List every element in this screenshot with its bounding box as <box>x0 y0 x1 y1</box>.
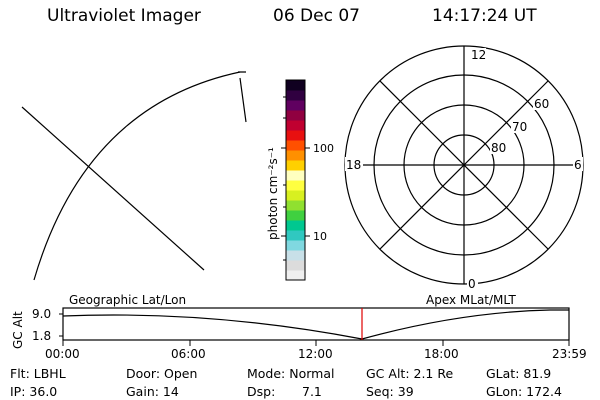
apex-mlat-title: Apex MLat/MLT <box>426 293 516 307</box>
time-tick-4: 23:59 <box>552 347 587 361</box>
color-bar-band <box>286 270 305 281</box>
color-bar-band <box>286 110 305 121</box>
dsp-label: Dsp: <box>247 386 275 399</box>
alt-tick-1-8: 1.8 <box>32 329 51 343</box>
color-bar-band <box>286 140 305 151</box>
polar-plot <box>345 46 583 284</box>
color-bar-band <box>286 90 305 101</box>
ip-info: IP: 36.0 <box>10 386 57 399</box>
color-bar-band <box>286 160 305 171</box>
time-tick-0: 00:00 <box>45 347 80 361</box>
time-tick-1: 06:00 <box>171 347 206 361</box>
geo-latlon-title: Geographic Lat/Lon <box>69 293 186 307</box>
seq-info: Seq: 39 <box>366 386 414 399</box>
color-bar <box>286 80 305 281</box>
mlt-label-left: 18 <box>346 158 361 172</box>
mode-info: Mode: Normal <box>247 368 334 381</box>
color-bar-band <box>286 130 305 141</box>
mlt-label-top: 12 <box>471 48 486 62</box>
dsp-value: 7.1 <box>302 386 322 399</box>
geo-lon-line-1 <box>22 107 204 270</box>
time-tick-2: 12:00 <box>298 347 333 361</box>
lat-label-60: 60 <box>534 97 549 111</box>
altitude-curve <box>63 310 569 339</box>
color-bar-band <box>286 120 305 131</box>
door-info: Door: Open <box>126 368 197 381</box>
color-bar-band <box>286 100 305 111</box>
color-bar-band <box>286 240 305 251</box>
color-bar-band <box>286 170 305 181</box>
alt-tick-9: 9.0 <box>32 307 51 321</box>
glat-info: GLat: 81.9 <box>486 368 551 381</box>
gc-alt-axis-title: GC Alt <box>11 311 25 349</box>
color-bar-band <box>286 260 305 271</box>
lat-label-80: 80 <box>491 141 506 155</box>
color-bar-band <box>286 190 305 201</box>
color-bar-band <box>286 150 305 161</box>
color-bar-band <box>286 230 305 241</box>
gc-alt-info: GC Alt: 2.1 Re <box>366 368 453 381</box>
color-bar-band <box>286 250 305 261</box>
altitude-plot-frame <box>63 308 569 340</box>
lat-label-70: 70 <box>512 120 527 134</box>
time-tick-3: 18:00 <box>424 347 459 361</box>
color-bar-band <box>286 80 305 91</box>
color-bar-band <box>286 200 305 211</box>
geo-edge-line <box>238 72 246 122</box>
filter-info: Flt: LBHL <box>10 368 66 381</box>
glon-info: GLon: 172.4 <box>486 386 562 399</box>
geo-lat-arc <box>34 72 240 280</box>
color-bar-band <box>286 180 305 191</box>
colorbar-tick-100: 100 <box>313 142 334 155</box>
mlt-label-right: 6 <box>574 158 582 172</box>
geographic-map-panel <box>22 72 246 280</box>
mlt-label-bottom: 0 <box>468 277 476 291</box>
color-bar-band <box>286 220 305 231</box>
gain-info: Gain: 14 <box>126 386 179 399</box>
color-bar-band <box>286 210 305 221</box>
colorbar-tick-10: 10 <box>313 230 327 243</box>
colorbar-unit-label: photon cm⁻²s⁻¹ <box>266 147 280 240</box>
